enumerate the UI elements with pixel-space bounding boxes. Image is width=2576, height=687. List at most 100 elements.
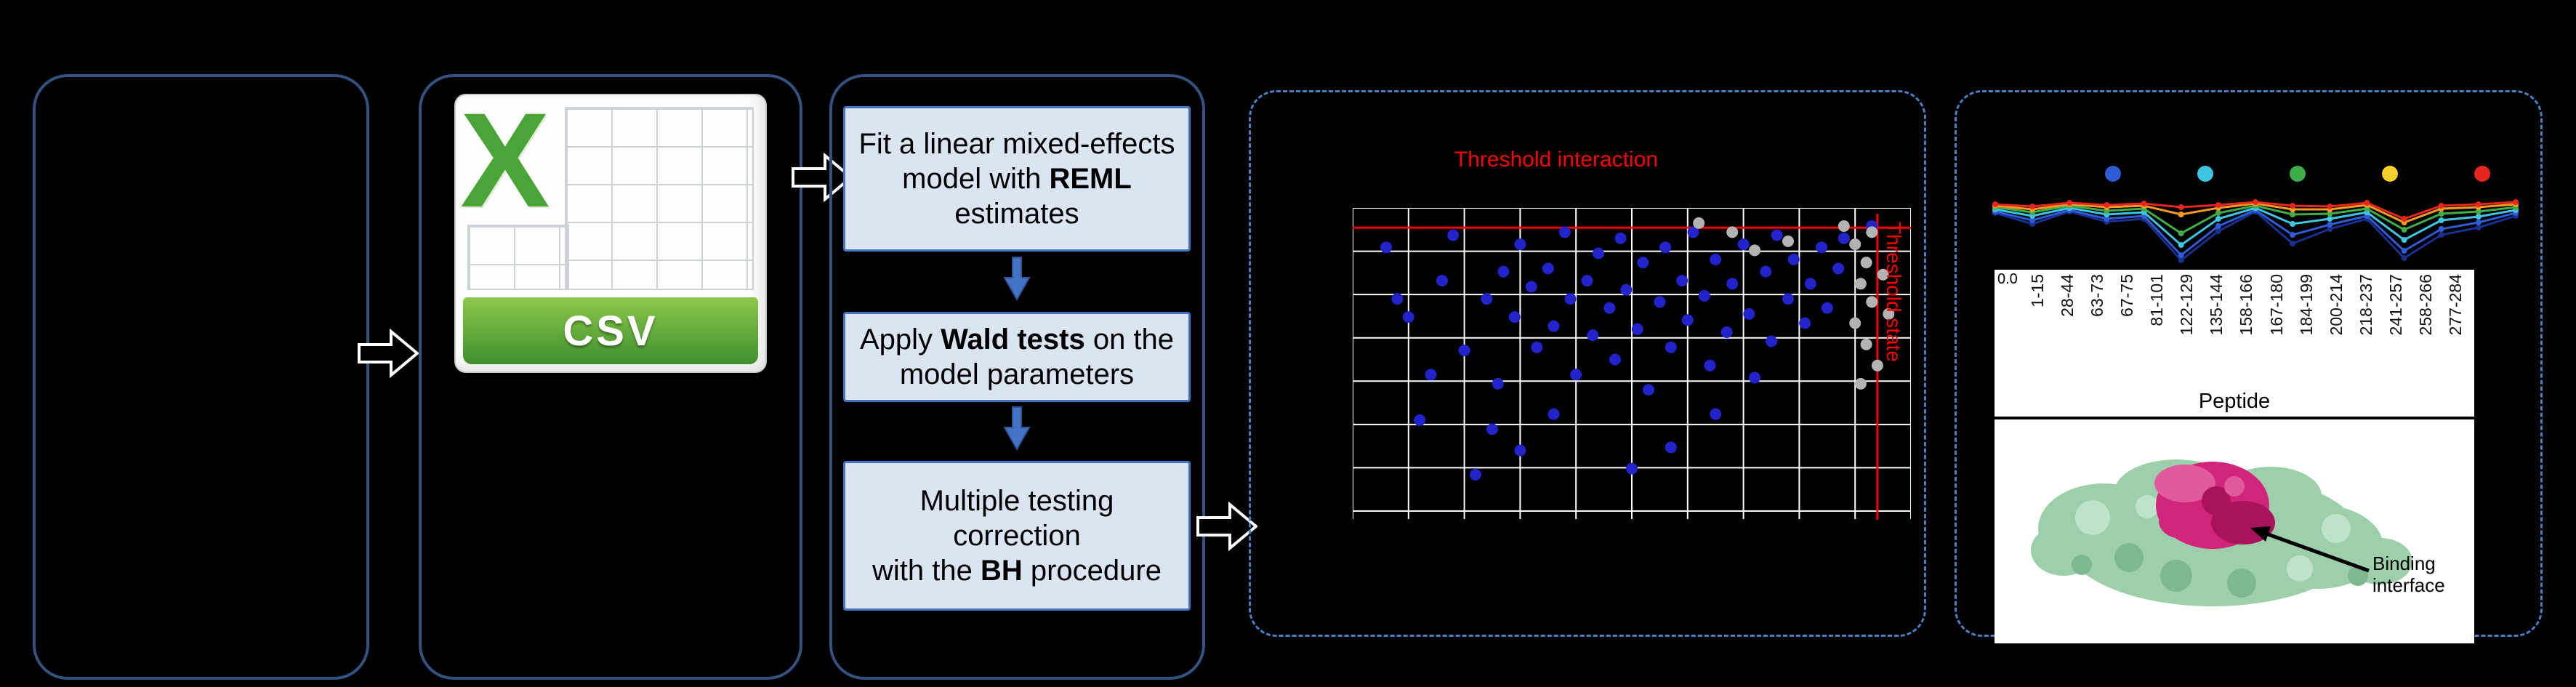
flow-arrow-right-2 bbox=[792, 152, 853, 203]
scatter-point bbox=[1436, 275, 1448, 287]
scatter-point bbox=[1832, 262, 1845, 275]
uptake-marker bbox=[2178, 230, 2184, 236]
scatter-point bbox=[1492, 377, 1504, 390]
step-fit-model: Fit a linear mixed-effects model with RE… bbox=[843, 106, 1191, 252]
scatter-point bbox=[1782, 235, 1794, 247]
scatter-point bbox=[1402, 311, 1414, 324]
scatter-point bbox=[1726, 278, 1739, 290]
scatter-point bbox=[1743, 308, 1755, 320]
legend-dot bbox=[2474, 166, 2490, 182]
uptake-marker bbox=[2327, 222, 2333, 228]
scatter-point bbox=[1447, 229, 1460, 241]
uptake-marker bbox=[2438, 226, 2444, 232]
uptake-marker bbox=[2327, 204, 2333, 209]
scatter-point bbox=[1425, 369, 1437, 381]
spreadsheet-grid bbox=[565, 107, 754, 290]
scatter-point bbox=[1749, 244, 1760, 257]
arrow-shape bbox=[792, 152, 853, 203]
step-wald-tests: Apply Wald tests on the model parameters bbox=[843, 312, 1191, 402]
uptake-marker bbox=[2104, 216, 2110, 222]
peptide-label: 63-73 bbox=[2088, 274, 2107, 317]
uptake-marker bbox=[2290, 221, 2296, 227]
uptake-marker bbox=[2029, 217, 2036, 223]
scatter-point bbox=[1749, 371, 1760, 384]
uptake-marker bbox=[2178, 204, 2184, 210]
scatter-point bbox=[1587, 329, 1599, 342]
scatter-point bbox=[1592, 247, 1604, 260]
scatter-point bbox=[1737, 238, 1750, 250]
scatter-point bbox=[1838, 232, 1850, 244]
legend-dot bbox=[2290, 166, 2306, 182]
scatter-point bbox=[1760, 265, 1772, 278]
step-fit-model-text: Fit a linear mixed-effects model with RE… bbox=[858, 128, 1175, 230]
uptake-marker bbox=[2178, 257, 2184, 263]
scatter-point bbox=[1380, 241, 1393, 254]
scatter-point bbox=[1614, 232, 1627, 244]
scatter-point bbox=[1637, 257, 1649, 269]
scatter-point bbox=[1620, 284, 1633, 296]
uptake-marker bbox=[2215, 216, 2221, 222]
scatter-point bbox=[1877, 268, 1889, 281]
scatter-point bbox=[1676, 275, 1689, 287]
peptide-axis-box: 0.0 1-15 28-44 63-73 67-75 81-101 122-129 135-… bbox=[1995, 270, 2474, 417]
panel-peptide-results: 0.0 1-15 28-44 63-73 67-75 81-101 122-129 135-… bbox=[1955, 90, 2543, 643]
scatter-point bbox=[1860, 338, 1872, 350]
step-bh-correction-text: Multiple testing correction with the BH … bbox=[872, 485, 1162, 587]
uptake-marker bbox=[2438, 232, 2444, 238]
binding-interface-arrow bbox=[2250, 526, 2370, 573]
scatter-point bbox=[1866, 226, 1878, 238]
scatter-point bbox=[1525, 281, 1537, 293]
scatter-point bbox=[1860, 257, 1872, 269]
flow-arrow-right-3 bbox=[1196, 501, 1257, 552]
threshold-interaction-label: Threshold interaction bbox=[1454, 148, 1659, 172]
legend-dot bbox=[2382, 166, 2398, 182]
scatter-point bbox=[1866, 296, 1878, 308]
scatter-point bbox=[1804, 278, 1816, 290]
scatter-point bbox=[1547, 320, 1560, 332]
peptide-label: 167-180 bbox=[2266, 274, 2286, 336]
scatter-point bbox=[1564, 293, 1577, 305]
uptake-marker bbox=[2290, 241, 2296, 246]
scatter-point bbox=[1883, 308, 1895, 320]
peptide-label: 241-257 bbox=[2386, 274, 2405, 336]
peptide-label: 1-15 bbox=[2028, 274, 2047, 308]
uptake-marker bbox=[2178, 252, 2184, 258]
uptake-marker bbox=[2327, 211, 2333, 217]
uptake-marker bbox=[2401, 216, 2407, 222]
uptake-marker bbox=[2066, 200, 2073, 206]
uptake-line-chart bbox=[1992, 199, 2519, 263]
scatter-point bbox=[1603, 302, 1616, 314]
scatter-point bbox=[1849, 238, 1861, 250]
scatter-point bbox=[1710, 408, 1722, 420]
uptake-marker bbox=[2215, 210, 2221, 216]
excel-x-logo: X bbox=[460, 86, 550, 236]
uptake-marker bbox=[2327, 216, 2333, 222]
scatter-point bbox=[1854, 377, 1867, 390]
uptake-marker bbox=[1992, 201, 1998, 207]
scatter-point bbox=[1665, 441, 1677, 454]
scatter-point bbox=[1799, 317, 1811, 329]
panel-csv-input: X CSV bbox=[419, 74, 802, 680]
arrow-shape bbox=[1196, 501, 1257, 552]
uptake-marker bbox=[2029, 204, 2036, 209]
uptake-line bbox=[1995, 210, 2516, 262]
scatter-point bbox=[1659, 241, 1672, 254]
down-arrow-2 bbox=[1003, 406, 1031, 451]
scatter-point bbox=[1816, 241, 1828, 254]
uptake-line bbox=[1995, 209, 2516, 257]
scatter-point bbox=[1514, 238, 1526, 250]
legend-dot bbox=[2105, 166, 2121, 182]
scatter-point bbox=[1720, 326, 1733, 338]
uptake-marker bbox=[2438, 203, 2444, 209]
scatter-point bbox=[1821, 302, 1833, 314]
scatter-point bbox=[1508, 311, 1521, 324]
uptake-marker bbox=[2178, 242, 2184, 248]
scatter-point bbox=[1782, 293, 1794, 305]
timepoint-legend bbox=[2105, 166, 2490, 182]
legend-dot bbox=[2197, 166, 2213, 182]
threshold-state-label: Threshold state bbox=[1883, 222, 1905, 362]
scatter-point bbox=[1481, 293, 1493, 305]
step-wald-tests-text: Apply Wald tests on the model parameters bbox=[859, 324, 1175, 390]
uptake-marker bbox=[2475, 214, 2482, 220]
